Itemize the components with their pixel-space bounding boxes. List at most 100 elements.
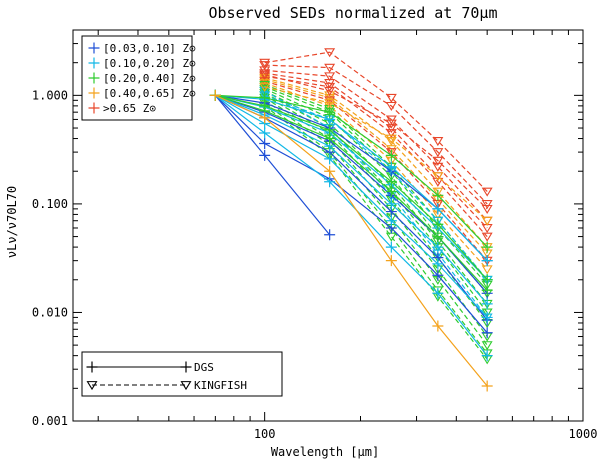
dgs-point (385, 255, 397, 267)
x-tick-label: 1000 (569, 427, 598, 441)
dgs-point (481, 241, 493, 253)
kingfish-point (324, 63, 336, 73)
kingfish-point (481, 187, 493, 197)
dgs-point (481, 274, 493, 286)
kingfish-line (264, 102, 488, 354)
kingfish-point (385, 148, 397, 158)
dgs-point (259, 112, 271, 124)
metallicity-legend-item: [0.20,0.40] Z⊙ (88, 72, 196, 85)
metallicity-legend-item: [0.03,0.10] Z⊙ (88, 42, 196, 55)
kingfish-point (481, 341, 493, 351)
dgs-line (215, 94, 488, 291)
dgs-line (215, 94, 488, 387)
dgs-line (214, 94, 488, 356)
dgs-point (385, 161, 397, 173)
kingfish-line (264, 86, 488, 222)
kingfish-point (432, 137, 444, 147)
kingfish-point (324, 96, 336, 106)
kingfish-point (385, 137, 397, 147)
dgs-series (209, 89, 493, 299)
kingfish-series (259, 70, 493, 214)
kingfish-point (259, 70, 271, 80)
dgs-point (324, 106, 336, 118)
y-tick-label: 1.000 (32, 88, 68, 102)
dgs-line (215, 94, 488, 305)
kingfish-series (259, 101, 493, 365)
kingfish-point (481, 216, 493, 226)
survey-legend-box (81, 351, 283, 397)
dgs-point (88, 42, 100, 54)
dgs-point (88, 87, 100, 99)
dgs-point (385, 241, 397, 253)
x-axis-label: Wavelength [μm] (271, 445, 379, 459)
metallicity-legend-label: [0.10,0.20] Z⊙ (103, 57, 196, 70)
metallicity-legend-label: [0.20,0.40] Z⊙ (103, 72, 196, 85)
dgs-point (385, 215, 397, 227)
kingfish-point (385, 145, 397, 155)
dgs-line (215, 94, 488, 262)
dgs-point (432, 203, 444, 215)
dgs-point (88, 72, 100, 84)
dgs-point (481, 311, 493, 323)
kingfish-point (259, 86, 271, 96)
kingfish-point (432, 172, 444, 182)
kingfish-point (432, 156, 444, 166)
dgs-point (259, 138, 271, 150)
kingfish-point (259, 82, 271, 92)
kingfish-point (259, 61, 271, 71)
dgs-point (324, 133, 336, 145)
dgs-point (481, 298, 493, 310)
dgs-line (215, 94, 488, 318)
kingfish-point (385, 124, 397, 134)
dgs-point (432, 189, 444, 201)
survey-legend-label: DGS (194, 361, 214, 374)
kingfish-point (259, 58, 271, 68)
kingfish-series (259, 66, 493, 226)
dgs-point (432, 218, 444, 230)
kingfish-point (481, 204, 493, 214)
kingfish-series (259, 61, 493, 210)
dgs-point (259, 127, 271, 139)
dgs-point (324, 229, 336, 241)
metallicity-legend-item: [0.10,0.20] Z⊙ (88, 57, 196, 70)
kingfish-line (264, 77, 488, 248)
dgs-point (385, 186, 397, 198)
kingfish-series (259, 96, 493, 351)
kingfish-point (259, 69, 271, 79)
dgs-series (209, 89, 493, 362)
dgs-point (324, 165, 336, 177)
kingfish-line (264, 90, 488, 318)
dgs-point (432, 269, 444, 281)
kingfish-point (432, 148, 444, 158)
metallicity-legend-label: [0.40,0.65] Z⊙ (103, 87, 196, 100)
dgs-point (432, 287, 444, 299)
y-axis-label: νLν/ν70L70 (5, 186, 19, 258)
dgs-point (481, 350, 493, 362)
y-tick-label: 0.100 (32, 197, 68, 211)
metallicity-legend-label: [0.03,0.10] Z⊙ (103, 42, 196, 55)
kingfish-line (264, 51, 488, 192)
kingfish-point (432, 177, 444, 187)
dgs-line (215, 94, 488, 281)
kingfish-point (481, 199, 493, 210)
kingfish-line (264, 72, 488, 229)
metallicity-legend-box (81, 35, 193, 121)
x-tick-label: 100 (254, 427, 276, 441)
kingfish-point (432, 187, 444, 197)
dgs-point (432, 258, 444, 270)
dgs-line (215, 94, 488, 248)
metallicity-legend-item: >0.65 Z⊙ (88, 102, 156, 115)
dgs-series (209, 89, 493, 392)
kingfish-point (259, 91, 271, 101)
dgs-point (180, 361, 192, 373)
kingfish-series (259, 80, 493, 285)
dgs-point (481, 284, 493, 296)
kingfish-line (264, 69, 488, 222)
dgs-line (215, 94, 488, 281)
kingfish-point (385, 134, 397, 144)
kingfish-point (324, 91, 336, 101)
kingfish-point (385, 93, 397, 103)
kingfish-line (264, 64, 488, 205)
dgs-point (481, 380, 493, 392)
